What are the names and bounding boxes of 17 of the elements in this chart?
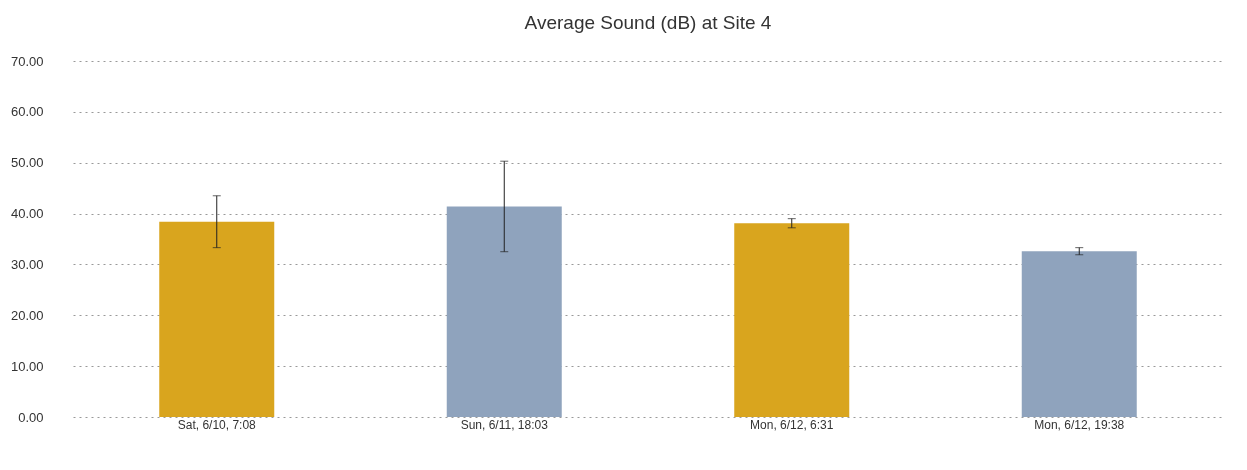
bar xyxy=(446,206,562,417)
bar xyxy=(159,221,275,417)
bar xyxy=(1021,251,1137,417)
y-tick-label: 10.00 xyxy=(10,358,44,374)
y-tick-label: 20.00 xyxy=(10,307,44,323)
y-tick-label: 40.00 xyxy=(10,206,44,222)
bar xyxy=(734,223,850,417)
chart-title: Average Sound (dB) at Site 4 xyxy=(524,12,772,33)
y-tick-label: 70.00 xyxy=(10,53,44,69)
x-tick-label: Mon, 6/12, 6:31 xyxy=(750,417,834,432)
x-tick-label: Mon, 6/12, 19:38 xyxy=(1034,417,1125,432)
y-tick-label: 60.00 xyxy=(10,104,44,120)
x-tick-label: Sat, 6/10, 7:08 xyxy=(177,417,257,432)
y-tick-label: 0.00 xyxy=(18,409,44,425)
y-tick-label: 50.00 xyxy=(10,155,44,171)
y-tick-label: 30.00 xyxy=(10,256,44,272)
x-tick-label: Sun, 6/11, 18:03 xyxy=(460,417,549,432)
